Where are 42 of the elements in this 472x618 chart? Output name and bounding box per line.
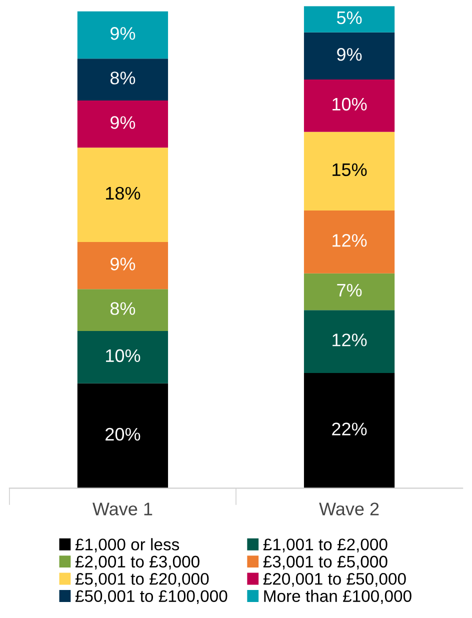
bar [304,273,395,310]
legend-label: £5,001 to £20,000 [75,572,209,587]
legend-label: £3,001 to £5,000 [263,556,388,570]
data-label: 7% [337,284,362,297]
bar [77,289,168,332]
bar [77,331,168,384]
x-tick-label: Wave 2 [319,502,379,516]
data-label: 10% [106,349,140,362]
bar [304,32,395,80]
data-label: 12% [332,334,367,346]
data-label: 22% [332,422,367,436]
bar [304,310,395,373]
data-label: 15% [332,163,367,176]
bar [77,58,168,100]
data-label: 10% [332,98,367,111]
bar [304,210,395,274]
data-label: 20% [106,428,140,441]
data-label: 8% [110,302,136,315]
bar [77,383,168,488]
data-label: 9% [337,48,362,61]
bar [304,372,395,488]
data-label: 5% [336,11,362,24]
bar [77,11,168,59]
legend-label: £20,001 to £50,000 [263,572,406,587]
bar [304,132,395,211]
x-tick-label: Wave 1 [92,502,152,516]
data-label: 12% [332,234,367,247]
bar [77,100,168,148]
legend-label: £1,000 or less [75,538,180,552]
bar [304,6,395,32]
data-label: 18% [106,186,140,200]
data-label: 8% [110,72,136,84]
data-label: 9% [110,27,136,40]
legend-label: £1,001 to £2,000 [263,538,388,552]
data-label: 9% [110,116,136,129]
data-label: 9% [110,258,136,270]
legend-label: £2,001 to £3,000 [75,556,200,570]
bar [304,80,395,132]
legend-label: More than £100,000 [264,590,412,604]
bar [77,148,168,242]
bar [77,242,168,290]
legend-label: £50,001 to £100,000 [75,590,228,604]
